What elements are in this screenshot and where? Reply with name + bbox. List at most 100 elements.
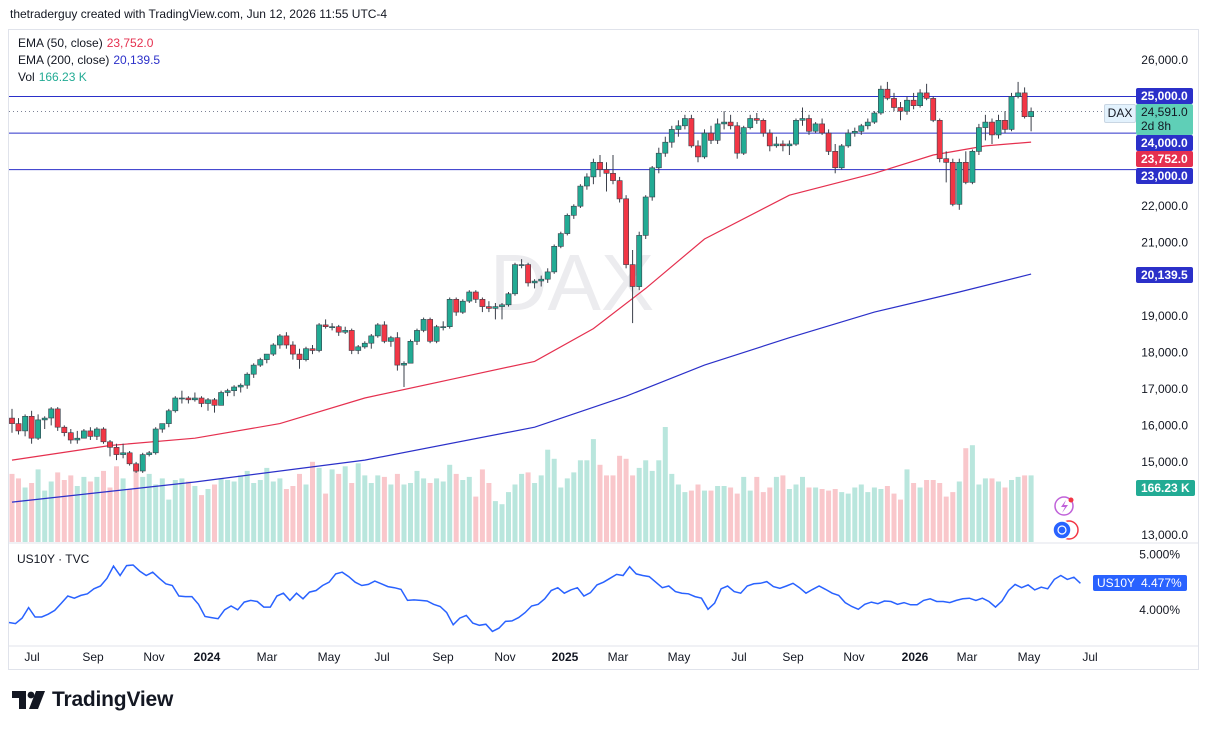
candle[interactable] [1002, 111, 1008, 134]
candle[interactable] [714, 118, 721, 145]
candle[interactable] [198, 396, 205, 408]
candle[interactable] [668, 125, 675, 148]
candle[interactable] [355, 345, 362, 355]
candle[interactable] [943, 151, 950, 183]
candle[interactable] [551, 244, 558, 274]
candle[interactable] [793, 118, 799, 146]
candle[interactable] [146, 451, 153, 457]
candle[interactable] [348, 328, 355, 355]
candle[interactable] [871, 111, 878, 124]
candle[interactable] [479, 297, 486, 313]
candle[interactable] [525, 262, 531, 287]
candle[interactable] [459, 299, 466, 314]
candle[interactable] [1028, 107, 1034, 132]
candle[interactable] [623, 195, 629, 269]
legend-vol[interactable]: Vol 166.23 K [18, 69, 160, 86]
candle[interactable] [649, 166, 656, 201]
candle[interactable] [740, 125, 747, 155]
candle[interactable] [126, 451, 133, 466]
candle[interactable] [276, 334, 283, 349]
candle[interactable] [381, 321, 388, 344]
candle[interactable] [917, 89, 923, 108]
candle[interactable] [838, 144, 845, 170]
candle[interactable] [695, 140, 701, 163]
candle[interactable] [747, 114, 754, 130]
candle[interactable] [15, 418, 22, 435]
candle[interactable] [407, 339, 414, 364]
legend-ema50[interactable]: EMA (50, close) 23,752.0 [18, 35, 160, 52]
candle[interactable] [505, 292, 512, 307]
candle[interactable] [224, 388, 231, 397]
candle[interactable] [590, 158, 597, 185]
candle[interactable] [956, 158, 963, 210]
candle[interactable] [81, 429, 87, 439]
candle[interactable] [309, 345, 316, 355]
candle[interactable] [192, 392, 198, 402]
candle[interactable] [708, 125, 714, 144]
candle[interactable] [28, 410, 35, 444]
candle[interactable] [583, 173, 590, 190]
candle[interactable] [616, 176, 623, 203]
symbol-tag[interactable]: DAX [1104, 104, 1136, 123]
candle[interactable] [877, 85, 884, 115]
candle[interactable] [54, 407, 61, 431]
candle[interactable] [681, 114, 688, 130]
candle[interactable] [218, 390, 224, 406]
candle[interactable] [244, 372, 251, 389]
candle[interactable] [989, 118, 995, 145]
candle[interactable] [303, 346, 309, 362]
candle[interactable] [165, 408, 172, 428]
candle[interactable] [773, 136, 780, 148]
candle[interactable] [518, 259, 525, 269]
candle[interactable] [629, 250, 636, 324]
candle[interactable] [753, 113, 760, 124]
candle[interactable] [368, 334, 375, 349]
candle[interactable] [832, 144, 839, 174]
candle[interactable] [904, 96, 910, 115]
candle[interactable] [1015, 81, 1021, 99]
candle[interactable] [237, 383, 244, 393]
ema50-line[interactable] [11, 141, 1032, 461]
candle[interactable] [701, 129, 708, 159]
candle[interactable] [211, 398, 218, 413]
candle[interactable] [851, 127, 858, 137]
candle[interactable] [139, 452, 146, 473]
candle[interactable] [322, 319, 329, 329]
candle[interactable] [231, 385, 237, 397]
tradingview-logo[interactable]: TradingView [12, 688, 173, 712]
candle[interactable] [499, 303, 505, 320]
candle[interactable] [67, 429, 74, 444]
candle[interactable] [133, 461, 139, 473]
candle[interactable] [891, 92, 897, 112]
candle[interactable] [420, 317, 427, 333]
candle[interactable] [394, 332, 401, 371]
candle[interactable] [179, 390, 185, 404]
candle[interactable] [577, 184, 584, 208]
candle[interactable] [48, 407, 55, 426]
candle[interactable] [564, 213, 571, 236]
candle[interactable] [427, 317, 433, 344]
candle[interactable] [864, 118, 871, 130]
candle[interactable] [721, 111, 727, 130]
candle[interactable] [453, 297, 460, 316]
candle[interactable] [923, 83, 930, 101]
candle[interactable] [485, 301, 492, 313]
candle[interactable] [100, 427, 107, 444]
candle[interactable] [570, 204, 577, 219]
candle[interactable] [270, 343, 277, 356]
candle[interactable] [910, 92, 917, 110]
candle[interactable] [675, 120, 682, 137]
candle[interactable] [688, 114, 695, 148]
candle[interactable] [897, 102, 904, 121]
candle[interactable] [472, 290, 479, 303]
candle[interactable] [120, 443, 126, 459]
candle[interactable] [1021, 87, 1028, 119]
candle[interactable] [936, 118, 943, 163]
candle[interactable] [250, 363, 257, 378]
candle[interactable] [655, 147, 662, 174]
candle[interactable] [159, 423, 166, 433]
legend-ema200[interactable]: EMA (200, close) 20,139.5 [18, 52, 160, 69]
candle[interactable] [597, 155, 603, 177]
candle[interactable] [538, 275, 545, 287]
